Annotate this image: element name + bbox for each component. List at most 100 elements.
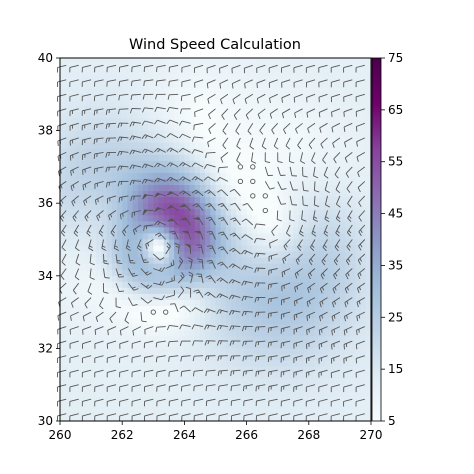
heatmap-cell <box>184 76 191 83</box>
heatmap-cell <box>324 136 331 144</box>
heatmap-cell <box>365 221 372 228</box>
heatmap-cell <box>158 70 165 77</box>
heatmap-cell <box>220 112 227 120</box>
heatmap-cell <box>210 372 217 380</box>
heatmap-cell <box>282 384 289 392</box>
heatmap-cell <box>184 384 191 392</box>
heatmap-cell <box>241 58 248 65</box>
wind-barb <box>177 286 185 298</box>
heatmap-cell <box>241 179 248 186</box>
heatmap-cell <box>210 106 217 114</box>
heatmap-cell <box>122 166 128 174</box>
heatmap-cell <box>106 293 113 301</box>
heatmap-cell <box>205 100 211 107</box>
heatmap-cell <box>142 136 149 144</box>
heatmap-cell <box>293 245 300 253</box>
heatmap-cell <box>339 233 346 241</box>
heatmap-cell <box>262 324 268 331</box>
wind-barb <box>81 384 92 392</box>
heatmap-cell <box>236 318 243 325</box>
wind-barb <box>153 295 165 301</box>
heatmap-cell <box>267 233 274 241</box>
wind-barb <box>306 108 316 118</box>
heatmap-cell <box>85 336 92 343</box>
wind-barb <box>194 108 204 118</box>
heatmap-cell <box>137 172 144 180</box>
heatmap-cell <box>360 203 367 210</box>
heatmap-cell <box>85 414 92 422</box>
heatmap-cell <box>96 354 103 362</box>
heatmap-cell <box>365 94 372 101</box>
heatmap-cell <box>339 191 346 198</box>
heatmap-cell <box>189 360 196 368</box>
heatmap-cell <box>303 227 310 235</box>
heatmap-cell <box>127 360 134 368</box>
heatmap-cell <box>60 100 66 107</box>
wind-barb <box>105 180 117 188</box>
heatmap-cell <box>111 124 118 132</box>
heatmap-cell <box>96 300 103 307</box>
wind-barb <box>150 309 156 315</box>
wind-barb <box>141 163 154 169</box>
heatmap-cell <box>142 287 149 295</box>
heatmap-cell <box>339 390 346 398</box>
heatmap-cell <box>96 366 103 374</box>
wind-barb <box>220 93 229 105</box>
heatmap-cell <box>210 360 217 368</box>
heatmap-cell <box>199 245 206 253</box>
heatmap-cell <box>350 191 357 198</box>
heatmap-cell <box>339 378 346 386</box>
heatmap-cell <box>184 142 191 150</box>
heatmap-cell <box>220 360 227 368</box>
heatmap-cell <box>329 106 336 114</box>
heatmap-cell <box>117 172 123 180</box>
heatmap-cell <box>339 239 346 247</box>
heatmap-cell <box>256 402 263 410</box>
heatmap-cell <box>122 251 128 259</box>
wind-barb <box>230 369 241 377</box>
heatmap-cell <box>282 269 289 277</box>
heatmap-cell <box>231 312 237 319</box>
heatmap-cell <box>117 154 123 162</box>
heatmap-cell <box>85 239 92 247</box>
heatmap-cell <box>220 342 227 349</box>
wind-barb <box>119 355 129 363</box>
wind-barb <box>117 165 129 171</box>
heatmap-cell <box>148 360 154 368</box>
heatmap-cell <box>225 233 232 241</box>
heatmap-cell <box>360 300 367 307</box>
heatmap-cell <box>225 324 232 331</box>
wind-barb <box>282 253 291 264</box>
heatmap-cell <box>277 293 284 301</box>
heatmap-cell <box>303 58 310 65</box>
heatmap-cell <box>246 112 253 120</box>
heatmap-cell <box>132 70 139 77</box>
heatmap-cell <box>236 360 243 368</box>
heatmap-cell <box>70 300 77 307</box>
heatmap-cell <box>117 336 123 343</box>
heatmap-cell <box>101 154 108 162</box>
heatmap-cell <box>319 82 325 89</box>
heatmap-cell <box>148 384 154 392</box>
heatmap-cell <box>319 390 325 398</box>
heatmap-cell <box>272 318 279 325</box>
heatmap-cell <box>246 118 253 126</box>
heatmap-cell <box>293 414 300 422</box>
wind-barb <box>140 282 153 289</box>
heatmap-cell <box>184 251 191 259</box>
heatmap-cell <box>117 209 123 216</box>
heatmap-cell <box>350 215 357 222</box>
heatmap-cell <box>339 124 346 132</box>
heatmap-cell <box>85 227 92 235</box>
wind-barb <box>179 340 191 347</box>
heatmap-cell <box>231 124 237 132</box>
wind-barb <box>277 195 287 205</box>
heatmap-cell <box>158 384 165 392</box>
heatmap-cell <box>189 402 196 410</box>
heatmap-cell <box>70 88 77 95</box>
heatmap-cell <box>153 378 160 386</box>
heatmap-cell <box>168 209 175 216</box>
heatmap-cell <box>184 354 191 362</box>
heatmap-cell <box>277 408 284 416</box>
heatmap-cell <box>127 58 134 65</box>
